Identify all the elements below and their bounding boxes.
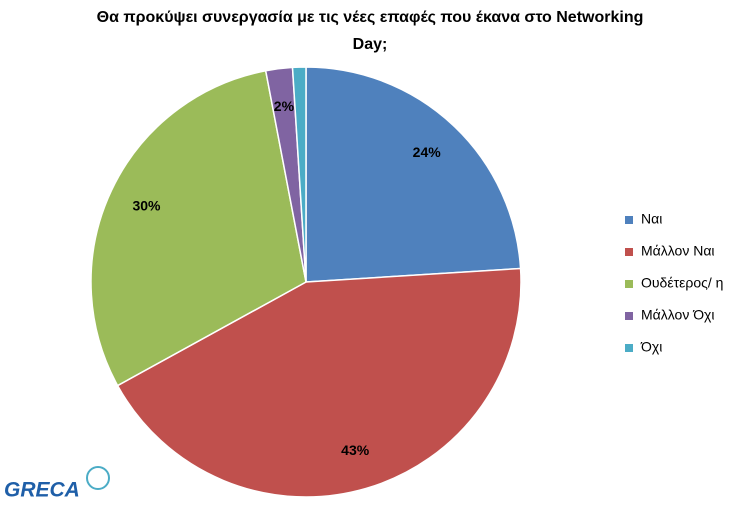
legend-label: Όχι [640,339,662,355]
legend-label: Μάλλον Όχι [641,307,715,323]
legend-swatch [625,344,633,352]
legend-swatch [625,312,633,320]
data-label: 43% [341,442,370,458]
legend-swatch [625,248,633,256]
pie-slice [291,66,307,283]
legend-label: Μάλλον Ναι [641,243,715,259]
logo: GRECA [4,466,110,502]
legend-swatch [625,216,633,224]
legend-label: Ναι [641,211,662,227]
logo-icon [86,466,110,490]
legend-swatch [625,280,633,288]
data-label: 24% [413,144,442,160]
legend-label: Ουδέτερος/ η [641,275,723,291]
pie-slice [90,69,307,387]
chart-title: Θα προκύψει συνεργασία με τις νέες επαφέ… [96,9,644,53]
pie-slice [116,267,522,498]
pie-slice [305,66,522,283]
logo-text: GRECA [4,479,80,502]
data-label: 30% [132,198,161,214]
data-label: 2% [274,98,295,114]
